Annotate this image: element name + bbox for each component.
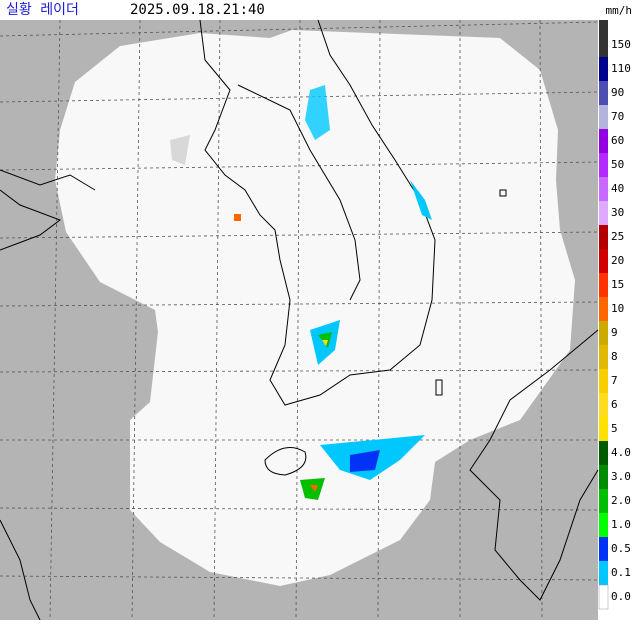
coastlines [0, 19, 599, 621]
legend-swatch [599, 537, 608, 561]
legend-label: 50 [611, 158, 624, 171]
map [0, 19, 599, 621]
legend-swatch [599, 489, 608, 513]
legend-swatch [599, 345, 608, 369]
legend-swatch [599, 249, 608, 273]
legend-swatch [599, 201, 608, 225]
legend-swatch [599, 57, 608, 81]
legend-label: 25 [611, 230, 624, 243]
legend-swatch [599, 177, 608, 201]
legend-label: 60 [611, 134, 624, 147]
legend-swatch [599, 297, 608, 321]
title: 실황 레이더 [6, 2, 79, 18]
legend-label: 1.0 [611, 518, 631, 531]
legend-label: 30 [611, 206, 624, 219]
legend-label: 20 [611, 254, 624, 267]
legend-swatch [599, 225, 608, 249]
legend-swatch [599, 129, 608, 153]
legend-label: 7 [611, 374, 618, 387]
legend-swatch [599, 465, 608, 489]
legend-swatch [599, 33, 608, 57]
legend-swatch [598, 584, 609, 610]
radar-coverage [55, 30, 575, 586]
legend: 150 110 90 70 60 50 40 30 25 20 15 10 9 8 7 6 5 4.0 3.0 2.0… [598, 20, 631, 610]
legend-cap [599, 20, 608, 33]
legend-label: 2.0 [611, 494, 631, 507]
legend-swatch [599, 417, 608, 441]
header-bar [0, 0, 635, 20]
legend-label: 10 [611, 302, 624, 315]
unit: mm/h [606, 4, 633, 17]
legend-swatch [599, 441, 608, 465]
precipitation-echoes [170, 85, 432, 500]
legend-swatch [599, 369, 608, 393]
legend-label: 0.5 [611, 542, 631, 555]
legend-swatch [599, 561, 608, 585]
legend-label: 150 [611, 38, 631, 51]
legend-label: 15 [611, 278, 624, 291]
legend-label: 70 [611, 110, 624, 123]
legend-swatch [599, 81, 608, 105]
legend-swatch [599, 321, 608, 345]
legend-label: 8 [611, 350, 618, 363]
timestamp: 2025.09.18.21:40 [130, 2, 265, 18]
legend-label: 5 [611, 422, 618, 435]
legend-label: 9 [611, 326, 618, 339]
legend-swatch [599, 105, 608, 129]
lat-lon-grid [0, 19, 599, 621]
legend-label: 0.0 [611, 590, 631, 603]
legend-label: 40 [611, 182, 624, 195]
legend-label: 3.0 [611, 470, 631, 483]
legend-label: 0.1 [611, 566, 631, 579]
legend-swatch [599, 393, 608, 417]
legend-swatch [599, 273, 608, 297]
legend-swatch [599, 153, 608, 177]
legend-swatch [599, 513, 608, 537]
legend-label: 6 [611, 398, 618, 411]
legend-label: 110 [611, 62, 631, 75]
legend-label: 4.0 [611, 446, 631, 459]
legend-label: 90 [611, 86, 624, 99]
